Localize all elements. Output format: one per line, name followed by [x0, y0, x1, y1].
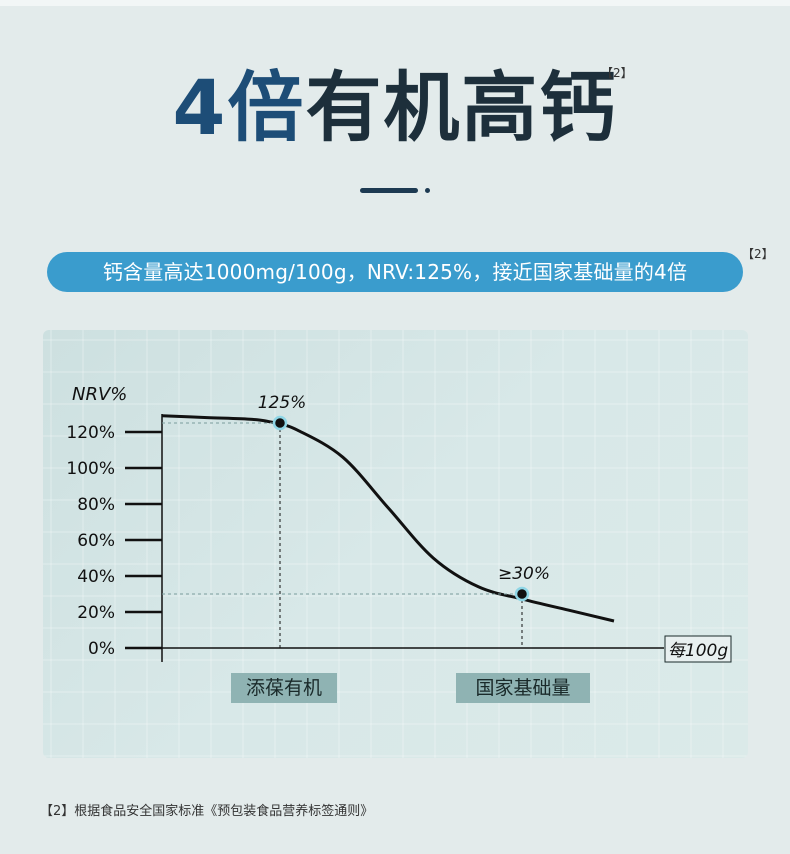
- y-axis-label: NRV%: [72, 384, 127, 405]
- nrv-curve: [161, 414, 615, 623]
- subtitle-reference: 【2】: [742, 247, 774, 261]
- y-tick-label: 20%: [77, 603, 115, 623]
- title-reference: 【2】: [601, 66, 633, 80]
- y-tick-label: 120%: [66, 423, 115, 443]
- top-divider: [0, 0, 790, 6]
- title-text: 有机高钙: [305, 63, 618, 152]
- chart-grid: [43, 330, 748, 758]
- category-label-product: 添葆有机: [231, 673, 337, 703]
- subtitle-pill: 钙含量高达1000mg/100g，NRV:125%，接近国家基础量的4倍: [47, 252, 743, 292]
- data-point-label: ≥30%: [498, 564, 550, 584]
- title-highlight: 4倍: [172, 63, 306, 152]
- category-label-baseline: 国家基础量: [456, 673, 590, 703]
- y-tick-label: 40%: [77, 567, 115, 587]
- decorative-dot: [425, 188, 430, 193]
- footnote: 【2】根据食品安全国家标准《预包装食品营养标签通则》: [40, 804, 374, 819]
- chart-panel: [43, 330, 748, 758]
- y-tick-label: 100%: [66, 459, 115, 479]
- x-axis-label: 每100g: [668, 641, 728, 661]
- data-point: [514, 586, 530, 602]
- y-tick-label: 60%: [77, 531, 115, 551]
- x-axis-label-box: [664, 635, 732, 663]
- y-tick-label: 0%: [88, 639, 115, 659]
- page-title: 4倍有机高钙: [0, 58, 790, 158]
- decorative-bar: [360, 188, 418, 193]
- data-point-label: 125%: [258, 393, 307, 413]
- data-point: [272, 415, 288, 431]
- y-tick-label: 80%: [77, 495, 115, 515]
